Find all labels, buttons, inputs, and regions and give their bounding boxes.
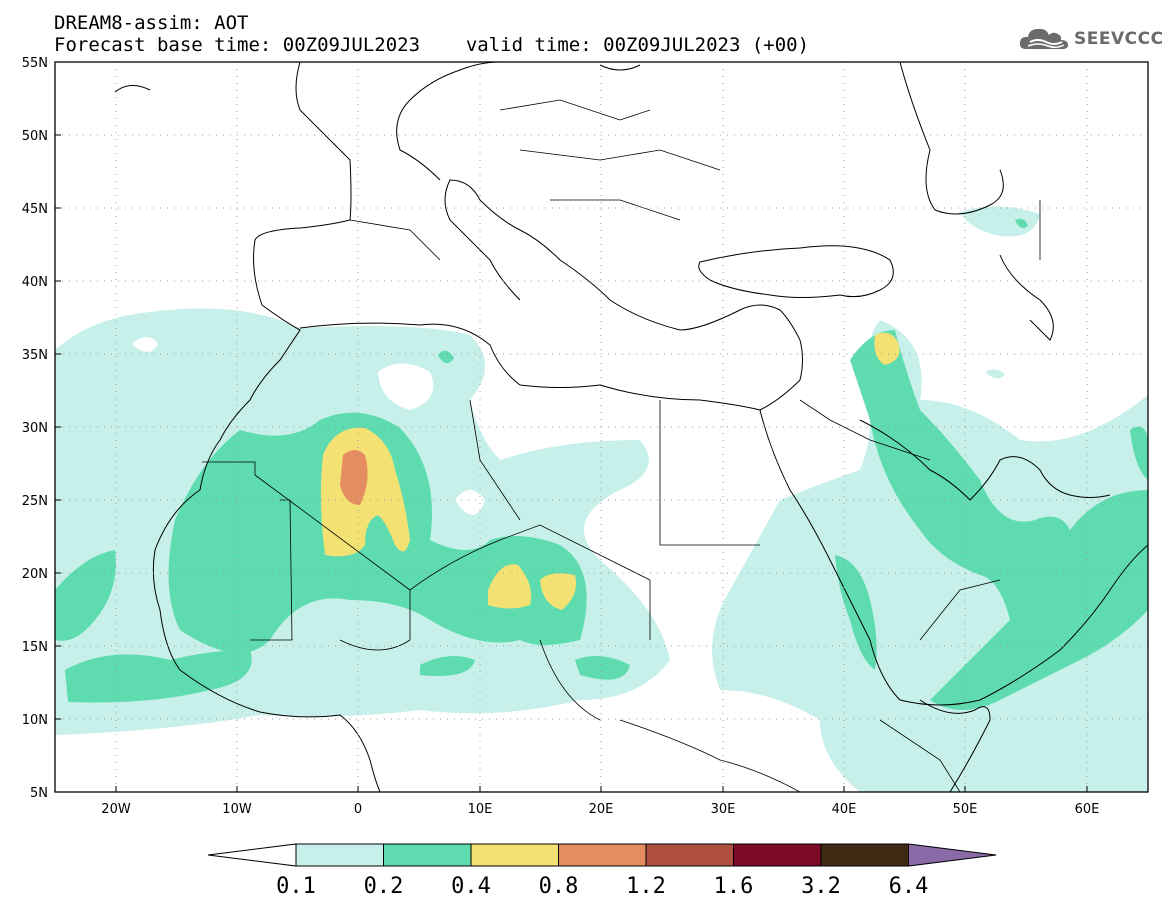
aot-low-patches (132, 337, 485, 581)
lat-tick-label: 15N (22, 640, 48, 655)
colorbar-segment (558, 843, 647, 867)
colorbar (207, 843, 997, 867)
colorbar-segment (470, 843, 559, 867)
lat-tick-label: 10N (22, 713, 48, 728)
lat-labels: 55N 50N 45N 40N 35N 30N 25N 20N 15N 10N … (22, 56, 48, 801)
logo-text: SEEVCCC (1074, 29, 1164, 49)
lat-tick-label: 40N (22, 275, 48, 290)
lat-tick-label: 30N (22, 421, 48, 436)
tick-marks (55, 134, 1088, 792)
base-time-value: 00Z09JUL2023 (282, 34, 421, 56)
colorbar-label: 3.2 (801, 874, 841, 899)
lon-tick-label: 10W (222, 802, 252, 817)
colorbar-segment (733, 843, 822, 867)
time-info: Forecast base time: 00Z09JUL2023 valid t… (54, 34, 809, 56)
colorbar-upper-arrow (908, 843, 997, 867)
lon-tick-label: 30E (711, 802, 736, 817)
lat-tick-label: 5N (30, 786, 48, 801)
lon-tick-label: 10E (468, 802, 493, 817)
aot-field (55, 206, 1148, 792)
colorbar-segment (820, 843, 909, 867)
country-borders (202, 99, 1041, 792)
lon-tick-label: 40E (832, 802, 857, 817)
lat-tick-label: 45N (22, 202, 48, 217)
valid-time-label: valid time: (465, 34, 592, 56)
colorbar-label: 0.2 (364, 874, 404, 899)
colorbar-segment (645, 843, 734, 867)
base-time-label: Forecast base time: (54, 34, 272, 56)
lat-tick-label: 50N (22, 129, 48, 144)
colorbar-label: 0.1 (276, 874, 316, 899)
graticule (55, 62, 1148, 792)
colorbar-lower-arrow (207, 843, 297, 867)
aot-band-0.8-1.2 (340, 450, 368, 505)
aot-band-0.2-0.4 (55, 218, 1148, 710)
lon-tick-label: 20E (589, 802, 614, 817)
lon-labels: 20W 10W 0 10E 20E 30E 40E 50E 60E (101, 802, 1099, 817)
valid-time-value: 00Z09JUL2023 (+00) (603, 34, 810, 56)
lon-tick-label: 0 (354, 802, 362, 817)
colorbar-segment (383, 843, 472, 867)
lat-tick-label: 35N (22, 348, 48, 363)
lat-tick-label: 20N (22, 567, 48, 582)
colorbar-label: 1.2 (626, 874, 666, 899)
seevccc-logo: SEEVCCC (1018, 24, 1164, 54)
map-title: DREAM8-assim: AOT (54, 12, 249, 34)
lon-tick-label: 50E (953, 802, 978, 817)
colorbar-labels: 0.1 0.2 0.4 0.8 1.2 1.6 3.2 6.4 (276, 874, 928, 899)
colorbar-label: 6.4 (889, 874, 929, 899)
colorbar-label: 1.6 (714, 874, 754, 899)
lat-tick-label: 25N (22, 494, 48, 509)
lon-tick-label: 20W (101, 802, 131, 817)
colorbar-label: 0.8 (539, 874, 579, 899)
lat-tick-label: 55N (22, 56, 48, 71)
cloud-icon (1019, 28, 1068, 49)
lon-tick-label: 60E (1075, 802, 1100, 817)
coastlines (114, 62, 1148, 792)
colorbar-label: 0.4 (451, 874, 491, 899)
colorbar-segment (295, 843, 384, 867)
